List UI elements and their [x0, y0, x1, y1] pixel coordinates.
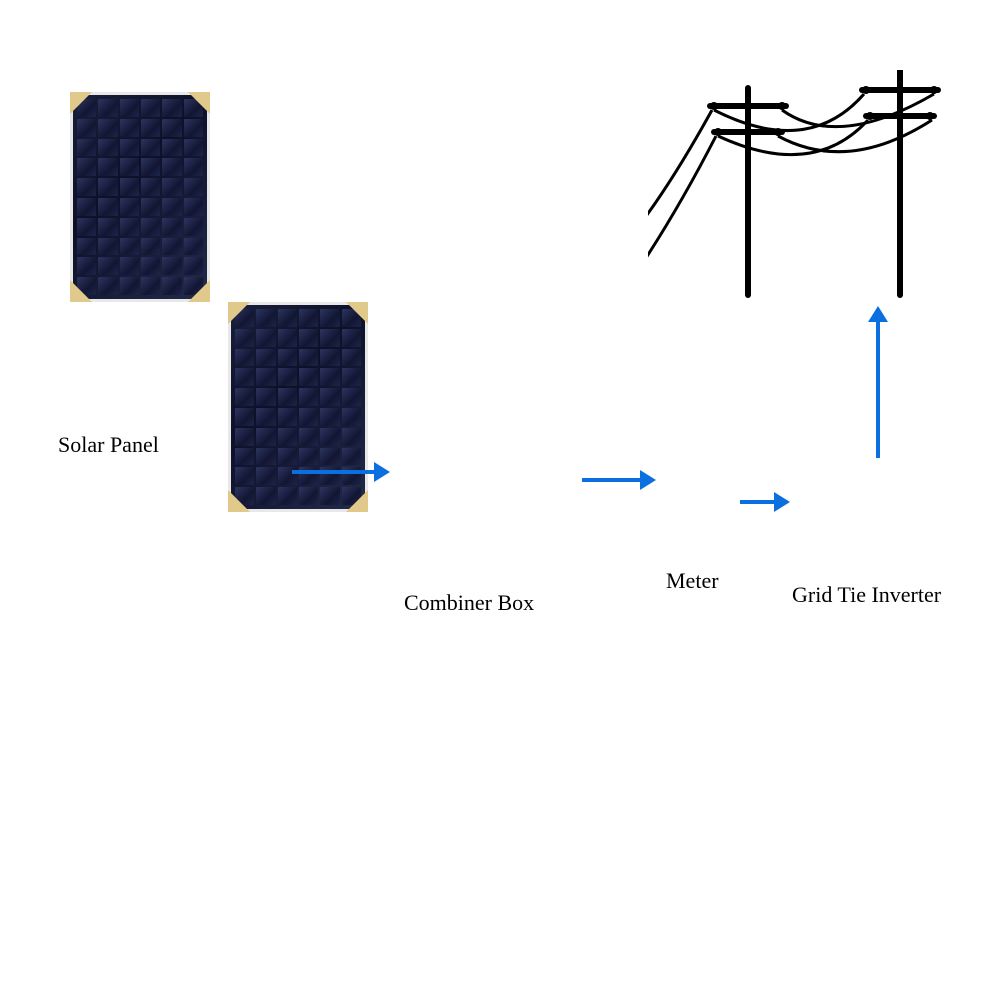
- solar-panel-1: [70, 92, 210, 302]
- arrow-meter-to-inverter-icon: [740, 500, 776, 504]
- label-meter: Meter: [666, 568, 719, 594]
- solar-panel-2: [228, 302, 368, 512]
- label-grid-tie-inverter: Grid Tie Inverter: [792, 582, 941, 608]
- power-lines-icon: [648, 70, 968, 310]
- arrow-panels-to-combiner-icon: [292, 470, 376, 474]
- arrow-combiner-to-meter-icon: [582, 478, 642, 482]
- label-combiner-box: Combiner Box: [404, 590, 534, 616]
- label-solar-panel: Solar Panel: [58, 432, 159, 458]
- arrow-inverter-to-grid-icon: [876, 320, 880, 458]
